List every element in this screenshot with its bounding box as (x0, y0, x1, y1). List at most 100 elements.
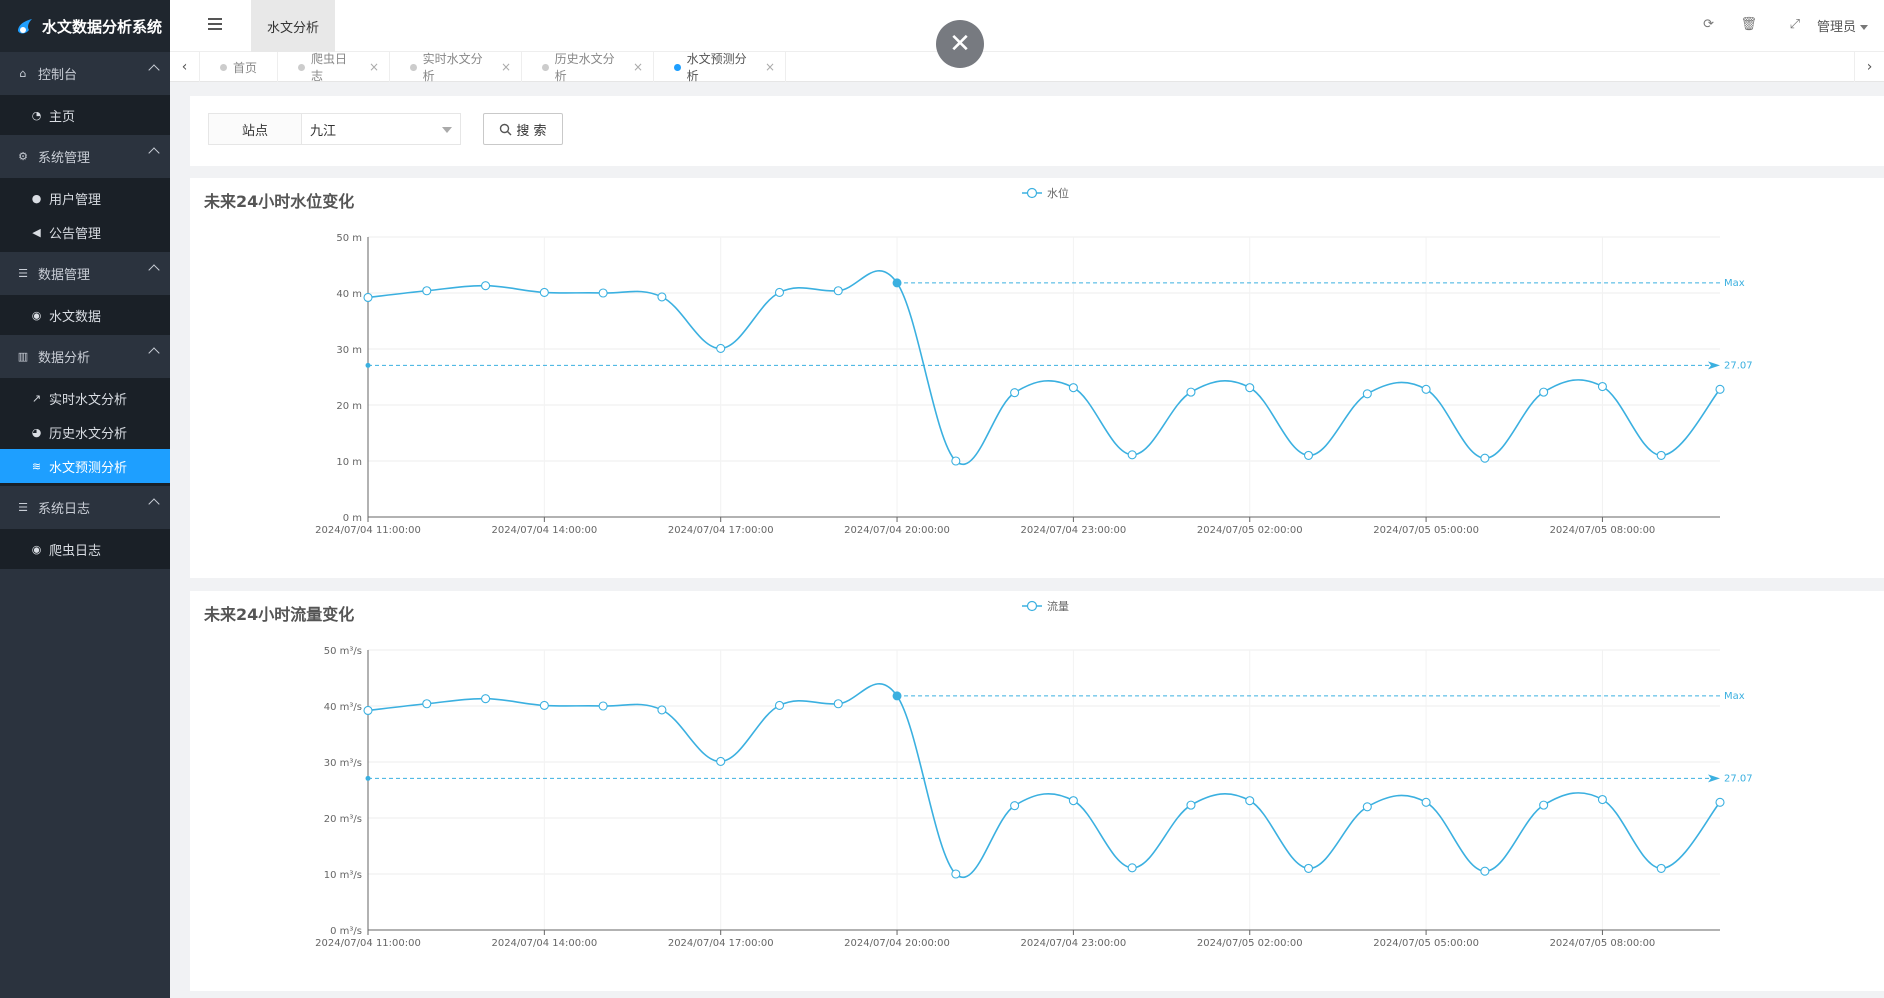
tabs-prev-icon[interactable]: ‹ (170, 52, 200, 82)
data-point (1539, 387, 1549, 397)
sidebar-item-home[interactable]: ◔ 主页 (0, 98, 170, 132)
avg-line-arrow (1708, 361, 1720, 370)
user-name: 管理员 (1816, 20, 1856, 35)
chart-flow[interactable]: 流量 0 m³/s 10 m³/s 20 m³/s 30 m³/s 40 m³/s 50 m… (190, 591, 1884, 991)
chart-panel-flow: 未来24小时流量变化 流量 0 m³/s 10 m³/s 20 m³/s 30 m³/s… (190, 591, 1884, 991)
data-point (1068, 383, 1078, 393)
data-point (1245, 383, 1255, 393)
module-tab[interactable]: 水文分析 (251, 0, 335, 52)
sidebar-item-label: 用户管理 (49, 192, 102, 208)
tab-label: 首页 (233, 60, 258, 75)
sidebar-item-hydro-data[interactable]: ◉ 水文数据 (0, 298, 170, 332)
data-point (1362, 802, 1372, 812)
sidebar-item-label: 爬虫日志 (49, 543, 102, 559)
refresh-icon[interactable]: ⟳ (1703, 17, 1714, 32)
menu-head-system[interactable]: ⚙ 系统管理 (0, 135, 170, 178)
tabs-bar: ‹ 首页 爬虫日志 × 实时水文分析 × 历史水文分析 × 水文预测分析 × › (170, 52, 1884, 83)
user-menu[interactable]: 管理员 (1817, 16, 1868, 35)
data-point (833, 699, 843, 709)
legend-label: 水位 (1047, 186, 1069, 200)
sidebar-item-label: 主页 (49, 109, 76, 125)
data-point (1539, 800, 1549, 810)
menu-head-analysis[interactable]: ▥ 数据分析 (0, 335, 170, 378)
avg-line-label: 27.07 (1724, 773, 1753, 784)
station-value: 九江 (310, 123, 337, 139)
x-tick-label: 2024/07/04 11:00:00 (315, 938, 421, 949)
legend-marker (1026, 187, 1038, 199)
menu-sub: ◉ 爬虫日志 (0, 529, 170, 569)
chevron-up-icon (148, 64, 160, 76)
station-select[interactable]: 九江 (301, 113, 461, 145)
x-tick-label: 2024/07/04 23:00:00 (1021, 525, 1127, 536)
close-icon[interactable]: ✕ (936, 20, 984, 68)
menu-head-console[interactable]: ⌂ 控制台 (0, 52, 170, 95)
tab-forecast[interactable]: 水文预测分析 × (654, 52, 786, 83)
list-icon: ☰ (18, 267, 28, 280)
data-point (481, 281, 491, 291)
menu-group-system: ⚙ 系统管理 ● 用户管理 ◀ 公告管理 (0, 135, 170, 252)
data-point (1480, 866, 1490, 876)
data-point (1127, 450, 1137, 460)
x-tick-label: 2024/07/04 14:00:00 (491, 938, 597, 949)
data-point (1715, 384, 1725, 394)
home-icon: ⌂ (19, 67, 27, 80)
x-tick-label: 2024/07/05 05:00:00 (1373, 525, 1479, 536)
sidebar-item-users[interactable]: ● 用户管理 (0, 181, 170, 215)
data-point-max (892, 691, 902, 701)
menu-sub: ↗ 实时水文分析 ◕ 历史水文分析 ≋ 水文预测分析 (0, 378, 170, 486)
y-tick-label: 30 m³/s (324, 758, 362, 769)
avg-line-label: 27.07 (1724, 360, 1753, 371)
chart-title: 未来24小时水位变化 (204, 192, 355, 211)
menu-sub: ◔ 主页 (0, 95, 170, 135)
caret-down-icon (442, 127, 452, 133)
menu-head-label: 数据管理 (38, 268, 91, 283)
menu-head-label: 数据分析 (38, 351, 91, 366)
sidebar-item-notices[interactable]: ◀ 公告管理 (0, 215, 170, 249)
tab-close-icon[interactable]: × (764, 60, 775, 74)
tab-home[interactable]: 首页 (200, 52, 278, 82)
dashboard-icon: ◔ (31, 108, 42, 122)
pie-chart-icon: ◕ (31, 425, 42, 439)
data-point (716, 756, 726, 766)
sidebar-item-forecast[interactable]: ≋ 水文预测分析 (0, 449, 170, 483)
tab-label: 实时水文分析 (422, 52, 483, 83)
fullscreen-icon[interactable]: ⤢ (1789, 17, 1800, 32)
data-point (1597, 794, 1607, 805)
data-point (774, 700, 785, 710)
search-button[interactable]: 搜 索 (483, 113, 563, 145)
data-point (774, 287, 785, 297)
sidebar-item-history[interactable]: ◕ 历史水文分析 (0, 415, 170, 449)
tab-close-icon[interactable]: × (368, 60, 379, 74)
x-tick-label: 2024/07/04 17:00:00 (668, 525, 774, 536)
data-point (951, 869, 961, 879)
tab-realtime[interactable]: 实时水文分析 × (390, 52, 522, 83)
tab-dot (674, 63, 681, 71)
y-tick-label: 0 m³/s (330, 926, 362, 937)
menu-sub: ● 用户管理 ◀ 公告管理 (0, 178, 170, 252)
sidebar-item-crawler-log[interactable]: ◉ 爬虫日志 (0, 532, 170, 566)
trash-icon[interactable]: 🗑 (1740, 17, 1757, 32)
menu-toggle-icon[interactable] (208, 18, 222, 32)
legend-label: 流量 (1047, 599, 1069, 613)
data-point (539, 287, 549, 297)
legend: 流量 (1022, 599, 1069, 613)
sidebar-item-realtime[interactable]: ↗ 实时水文分析 (0, 381, 170, 415)
menu-head-logs[interactable]: ☰ 系统日志 (0, 486, 170, 529)
top-header: 水文分析 ⟳ 🗑 ⤢ 管理员 (170, 0, 1884, 52)
tab-close-icon[interactable]: × (632, 60, 643, 74)
chart-water-level[interactable]: 水位 0 m 10 m 20 m 30 m 40 m 50 m 2024/07/04 11:0… (190, 178, 1884, 578)
menu-sub: ◉ 水文数据 (0, 295, 170, 335)
tab-label: 水文预测分析 (686, 52, 747, 83)
x-tick-label: 2024/07/05 08:00:00 (1550, 525, 1656, 536)
menu-head-data[interactable]: ☰ 数据管理 (0, 252, 170, 295)
tab-crawler-log[interactable]: 爬虫日志 × (278, 52, 390, 83)
chevron-up-icon (148, 264, 160, 276)
sidebar-item-label: 历史水文分析 (49, 426, 128, 442)
brand: 水文数据分析系统 (0, 0, 170, 52)
data-point (657, 705, 667, 715)
caret-down-icon (1860, 25, 1868, 30)
tabs-next-icon[interactable]: › (1854, 52, 1884, 82)
data-point (1068, 796, 1078, 806)
tab-close-icon[interactable]: × (500, 60, 511, 74)
tab-history[interactable]: 历史水文分析 × (522, 52, 654, 83)
